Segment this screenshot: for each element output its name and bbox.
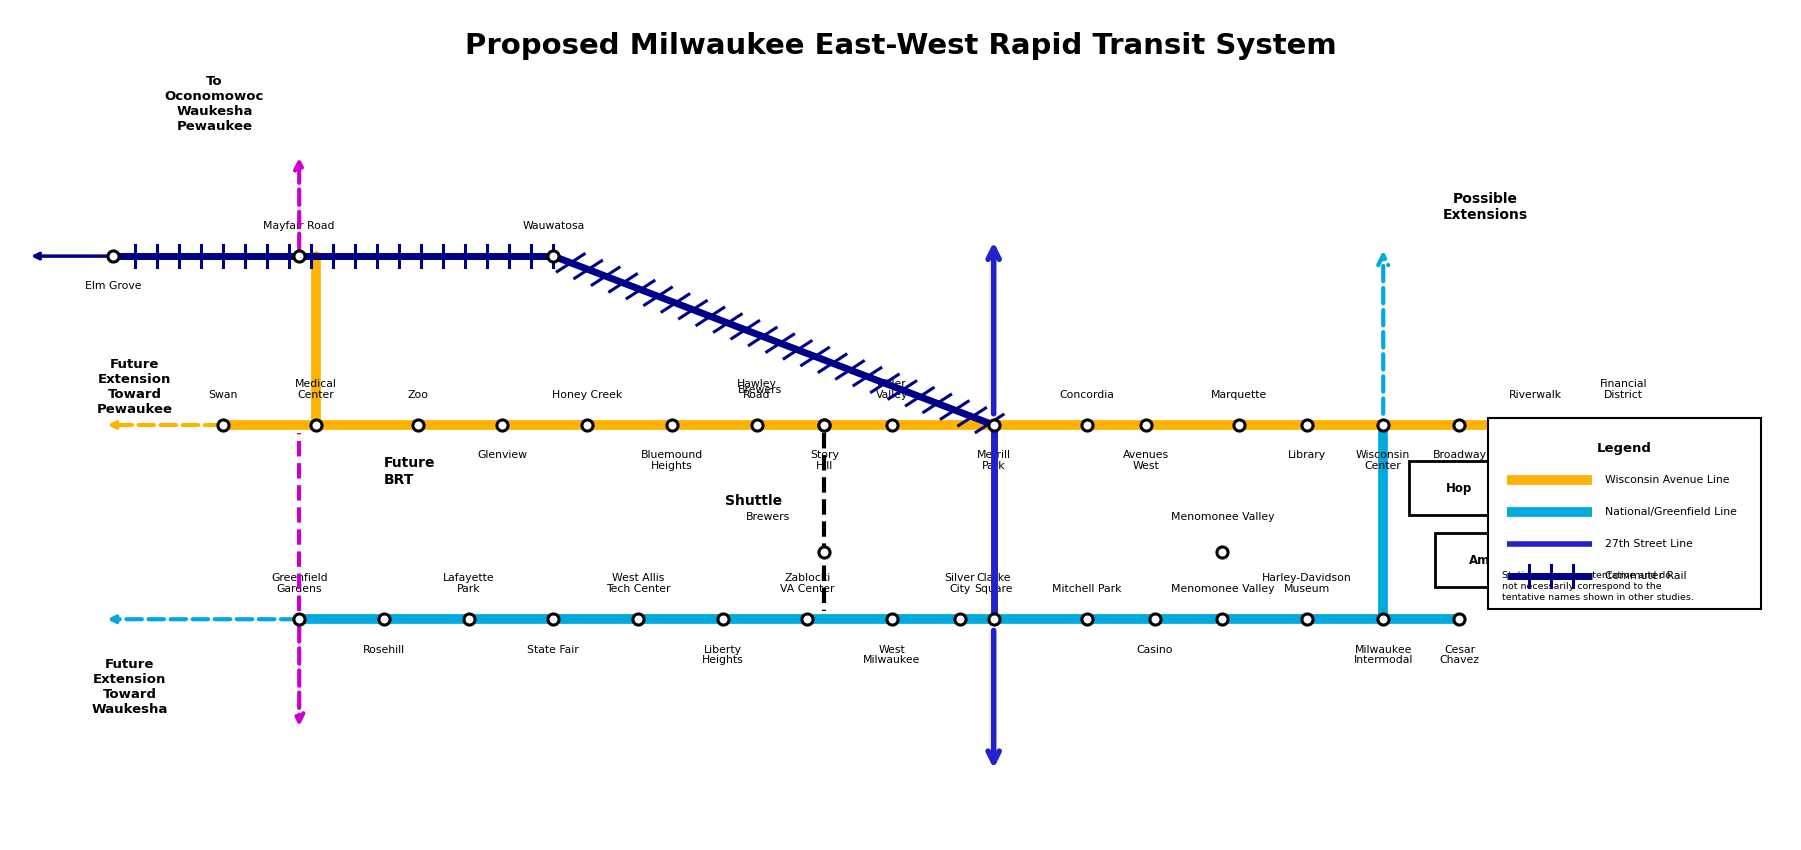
Text: Shuttle: Shuttle — [724, 494, 782, 508]
Text: Avenues
West: Avenues West — [1124, 450, 1169, 471]
Text: Wisconsin
Center: Wisconsin Center — [1356, 450, 1410, 471]
Text: West Allis
Tech Center: West Allis Tech Center — [605, 573, 670, 594]
Text: Bluemound
Heights: Bluemound Heights — [641, 450, 702, 471]
Text: Mayfair Road: Mayfair Road — [263, 221, 335, 231]
Text: Honey Creek: Honey Creek — [553, 389, 623, 400]
Text: Zoo: Zoo — [407, 389, 429, 400]
Text: Station names are tentative and do
not necessarily correspond to the
tentative n: Station names are tentative and do not n… — [1502, 571, 1693, 603]
Text: Miller
Valley: Miller Valley — [875, 379, 908, 400]
Text: Future
Extension
Toward
Pewaukee: Future Extension Toward Pewaukee — [97, 358, 173, 416]
Text: Casino: Casino — [1136, 644, 1172, 654]
Text: Rosehill: Rosehill — [362, 644, 405, 654]
Text: Financial
District: Financial District — [1599, 379, 1648, 400]
Text: Menomonee Valley: Menomonee Valley — [1171, 584, 1273, 594]
Text: West
Milwaukee: West Milwaukee — [863, 644, 920, 666]
Text: Commuter Rail: Commuter Rail — [1605, 571, 1686, 581]
Text: Mitchell Park: Mitchell Park — [1052, 584, 1122, 594]
Text: Cesar
Chavez: Cesar Chavez — [1439, 644, 1479, 666]
Text: Wauwatosa: Wauwatosa — [522, 221, 584, 231]
Text: Greenfield
Gardens: Greenfield Gardens — [270, 573, 328, 594]
Text: National/Greenfield Line: National/Greenfield Line — [1605, 507, 1736, 517]
Text: Liberty
Heights: Liberty Heights — [702, 644, 744, 666]
Text: Concordia: Concordia — [1059, 389, 1115, 400]
Text: Silver
City: Silver City — [944, 573, 974, 594]
Text: Legend: Legend — [1597, 442, 1652, 455]
FancyBboxPatch shape — [1655, 462, 1754, 515]
Text: State Fair: State Fair — [528, 644, 580, 654]
Text: Story
Hill: Story Hill — [810, 450, 839, 471]
Text: Menomonee Valley: Menomonee Valley — [1171, 512, 1273, 522]
Text: Clarke
Square: Clarke Square — [974, 573, 1012, 594]
Text: Hop: Hop — [1691, 482, 1718, 495]
Text: Lafayette
Park: Lafayette Park — [443, 573, 495, 594]
Text: Riverwalk: Riverwalk — [1509, 389, 1561, 400]
Text: Amtrak: Amtrak — [1470, 553, 1518, 567]
Text: Glenview: Glenview — [477, 450, 528, 461]
Text: Future
BRT: Future BRT — [384, 456, 436, 486]
Text: Swan: Swan — [209, 389, 238, 400]
Text: Possible
Extensions: Possible Extensions — [1443, 192, 1527, 223]
Text: Zablocki
VA Center: Zablocki VA Center — [780, 573, 834, 594]
Text: Future
Extension
Toward
Waukesha: Future Extension Toward Waukesha — [92, 658, 167, 716]
FancyBboxPatch shape — [1435, 533, 1552, 587]
Text: Harley-Davidson
Museum: Harley-Davidson Museum — [1263, 573, 1353, 594]
Text: Milwaukee
Intermodal: Milwaukee Intermodal — [1354, 644, 1414, 666]
Text: Medical
Center: Medical Center — [295, 379, 337, 400]
Text: Brewers: Brewers — [738, 385, 782, 395]
FancyBboxPatch shape — [1488, 418, 1761, 609]
Text: Broadway: Broadway — [1432, 450, 1486, 461]
Text: To
Oconomowoc
Waukesha
Pewaukee: To Oconomowoc Waukesha Pewaukee — [166, 75, 265, 133]
Text: Hawley
Road: Hawley Road — [737, 379, 776, 400]
Text: Proposed Milwaukee East-West Rapid Transit System: Proposed Milwaukee East-West Rapid Trans… — [465, 32, 1336, 60]
Text: 27th Street Line: 27th Street Line — [1605, 539, 1693, 549]
Text: Downtown
Transit
Center: Downtown Transit Center — [1677, 450, 1734, 482]
FancyBboxPatch shape — [1410, 462, 1509, 515]
Text: Marquette: Marquette — [1210, 389, 1268, 400]
Text: Merrill
Park: Merrill Park — [976, 450, 1010, 471]
Text: Wisconsin Avenue Line: Wisconsin Avenue Line — [1605, 475, 1729, 484]
Text: Hop: Hop — [1446, 482, 1473, 495]
Text: Library: Library — [1288, 450, 1326, 461]
Text: Elm Grove: Elm Grove — [85, 281, 140, 292]
Text: Brewers: Brewers — [746, 512, 791, 522]
